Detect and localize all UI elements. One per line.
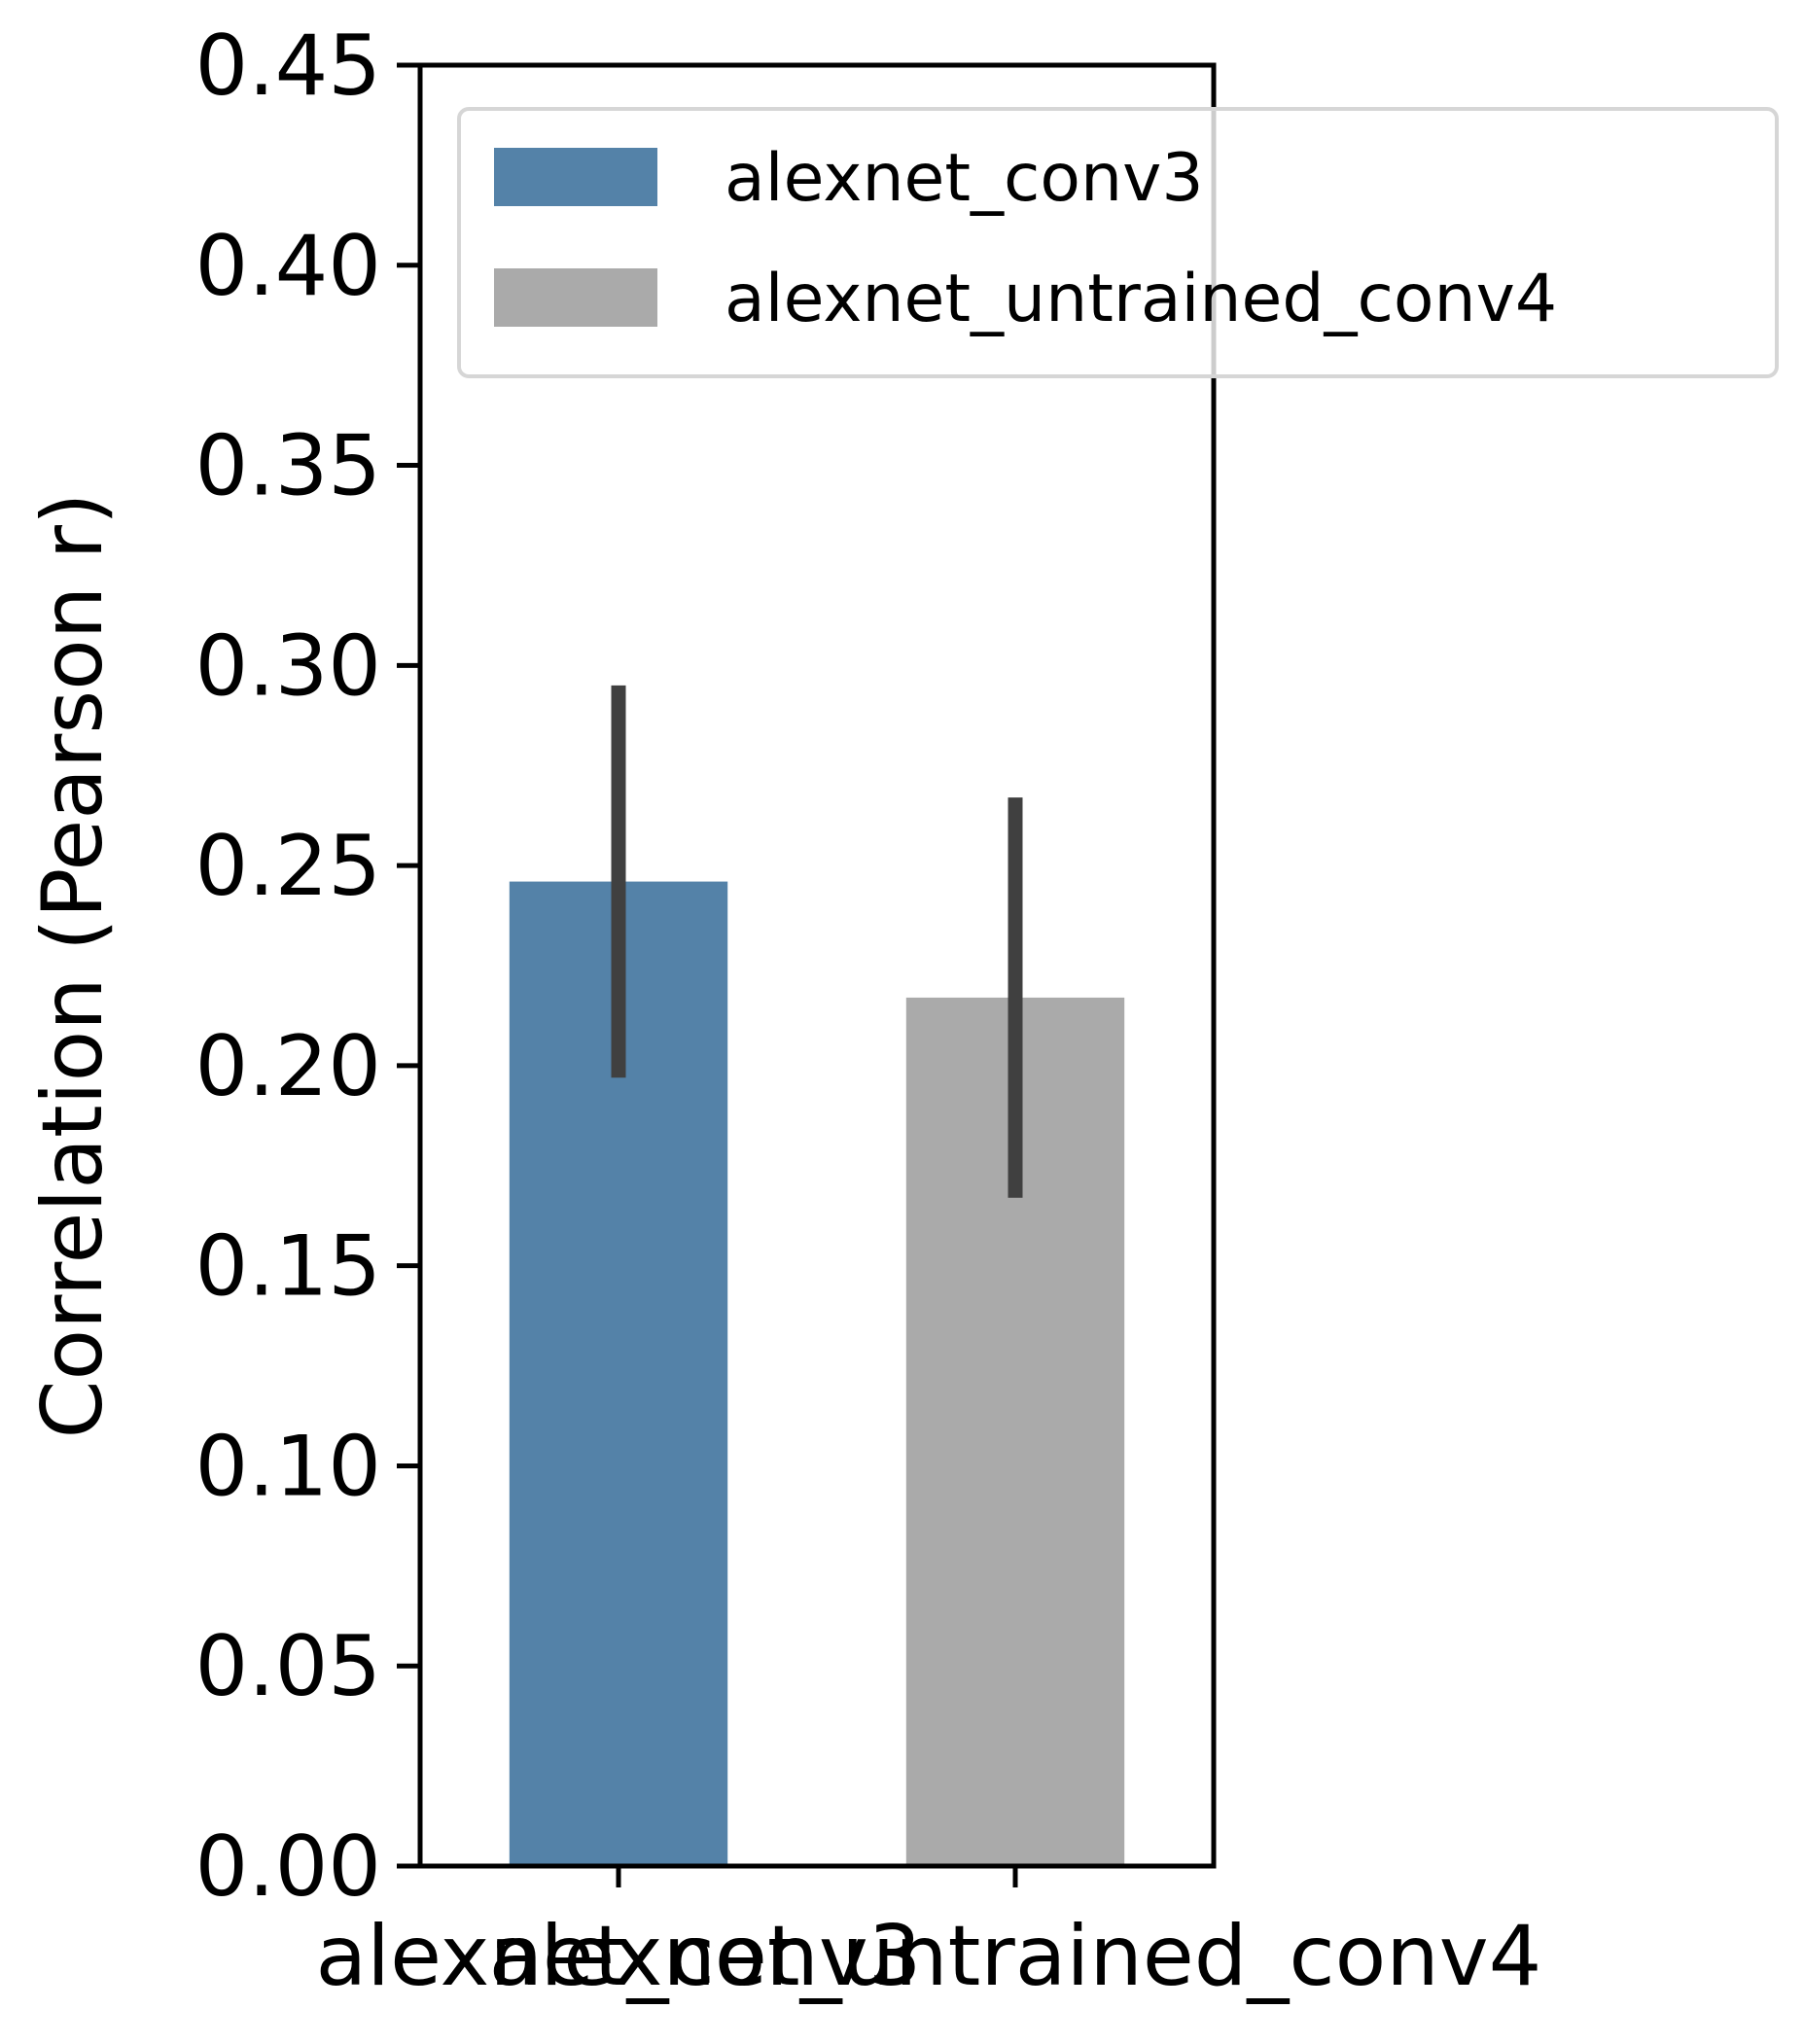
y-tick-label: 0.25 xyxy=(195,818,381,915)
y-axis-title: Correlation (Pearson r) xyxy=(24,492,122,1438)
legend-label-alexnet_conv3: alexnet_conv3 xyxy=(725,140,1204,217)
y-axis: 0.00 0.05 0.10 0.15 0.20 0.25 0.30 0.35 0.40 0.45 xyxy=(195,18,420,1916)
legend-swatch-alexnet_conv3 xyxy=(494,148,657,206)
legend-swatch-alexnet_untrained_conv4 xyxy=(494,268,657,327)
plot-area-frame xyxy=(417,62,1217,1869)
y-tick-label: 0.30 xyxy=(195,617,381,715)
x-tick-label: alexnet_conv3 xyxy=(315,1908,921,2005)
y-tick-label: 0.00 xyxy=(195,1818,381,1916)
x-tick-label: alexnet_untrained_conv4 xyxy=(489,1908,1542,2005)
legend: alexnet_conv3 alexnet_untrained_conv4 xyxy=(457,107,1779,378)
y-tick-label: 0.40 xyxy=(195,218,381,315)
y-tick-label: 0.35 xyxy=(195,418,381,515)
y-tick-label: 0.20 xyxy=(195,1018,381,1115)
y-tick-label: 0.05 xyxy=(195,1618,381,1715)
y-tick-label: 0.10 xyxy=(195,1418,381,1515)
legend-label-alexnet_untrained_conv4: alexnet_untrained_conv4 xyxy=(725,261,1557,337)
y-tick-label: 0.15 xyxy=(195,1218,381,1316)
error-bars-layer xyxy=(611,685,1023,1198)
y-tick-label: 0.45 xyxy=(195,18,381,115)
bars-layer xyxy=(509,881,1125,1866)
legend-box xyxy=(457,107,1779,378)
